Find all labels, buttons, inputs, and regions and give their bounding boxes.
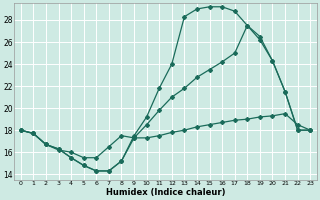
X-axis label: Humidex (Indice chaleur): Humidex (Indice chaleur) <box>106 188 225 197</box>
